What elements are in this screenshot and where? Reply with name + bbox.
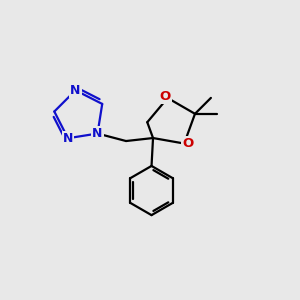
Text: O: O <box>160 90 171 103</box>
Text: O: O <box>182 137 194 150</box>
Text: N: N <box>92 127 103 140</box>
Text: N: N <box>70 84 81 97</box>
Text: N: N <box>63 132 73 145</box>
